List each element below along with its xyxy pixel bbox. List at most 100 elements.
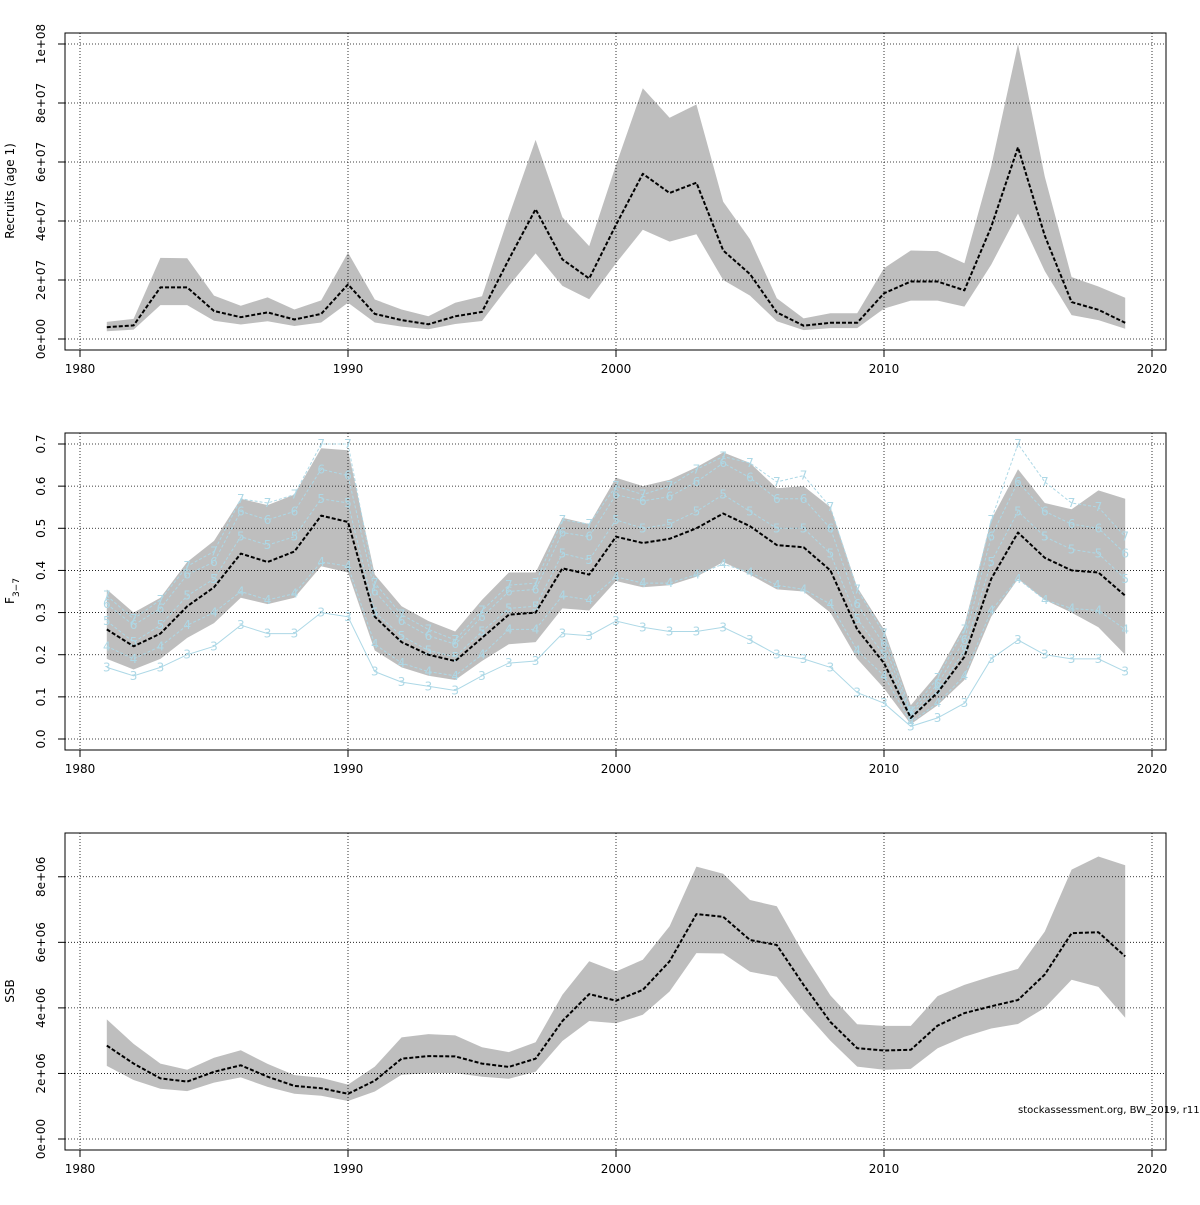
age-4-point-label: 4 <box>693 568 701 582</box>
age-6-point-label: 6 <box>237 504 245 518</box>
age-3-point-label: 3 <box>934 711 942 725</box>
age-6-point-label: 6 <box>880 637 888 651</box>
age-4-point-label: 4 <box>934 696 942 710</box>
age-6-point-label: 6 <box>291 504 299 518</box>
age-3-point-label: 3 <box>559 627 567 641</box>
age-5-point-label: 5 <box>719 488 727 502</box>
age-5-point-label: 5 <box>853 612 861 626</box>
age-7-point-label: 7 <box>853 582 861 596</box>
age-4-point-label: 4 <box>666 576 674 590</box>
y-tick-label: 0.5 <box>34 519 48 538</box>
age-4-point-label: 4 <box>1095 603 1103 617</box>
age-6-point-label: 6 <box>719 456 727 470</box>
age-5-point-label: 5 <box>880 648 888 662</box>
age-6-point-label: 6 <box>853 597 861 611</box>
age-3-point-label: 3 <box>398 675 406 689</box>
age-4-point-label: 4 <box>505 622 513 636</box>
age-5-point-label: 5 <box>130 635 138 649</box>
x-tick-label: 1990 <box>333 1162 364 1176</box>
age-5-point-label: 5 <box>103 614 111 628</box>
age-5-point-label: 5 <box>746 504 754 518</box>
age-3-point-label: 3 <box>157 660 165 674</box>
age-3-point-label: 3 <box>103 660 111 674</box>
age-5-point-label: 5 <box>451 650 459 664</box>
age-4-point-label: 4 <box>853 644 861 658</box>
y-tick-label: 0e+00 <box>34 319 48 359</box>
age-7-point-label: 7 <box>130 612 138 626</box>
y-tick-label: 2e+07 <box>34 260 48 300</box>
age-4-point-label: 4 <box>237 585 245 599</box>
x-tick-label: 1990 <box>333 762 364 776</box>
age-6-point-label: 6 <box>585 530 593 544</box>
age-4-point-label: 4 <box>746 566 754 580</box>
age-6-point-label: 6 <box>505 585 513 599</box>
age-4-point-label: 4 <box>773 578 781 592</box>
age-6-point-label: 6 <box>612 488 620 502</box>
age-7-point-label: 7 <box>103 589 111 603</box>
age-7-point-label: 7 <box>612 479 620 493</box>
age-6-point-label: 6 <box>371 585 379 599</box>
age-3-point-label: 3 <box>451 684 459 698</box>
age-5-point-label: 5 <box>317 492 325 506</box>
age-6-point-label: 6 <box>907 707 915 721</box>
age-6-point-label: 6 <box>1041 504 1049 518</box>
x-tick-label: 2010 <box>869 762 900 776</box>
age-3-point-label: 3 <box>264 627 272 641</box>
age-5-point-label: 5 <box>585 553 593 567</box>
age-6-point-label: 6 <box>773 492 781 506</box>
age-5-point-label: 5 <box>666 517 674 531</box>
age-6-point-label: 6 <box>157 601 165 615</box>
x-tick-label: 2010 <box>869 1162 900 1176</box>
age-7-point-label: 7 <box>639 488 647 502</box>
age-7-point-label: 7 <box>666 479 674 493</box>
age-5-point-label: 5 <box>371 606 379 620</box>
age-3-point-label: 3 <box>773 648 781 662</box>
age-5-point-label: 5 <box>961 644 969 658</box>
age-6-point-label: 6 <box>693 475 701 489</box>
age-4-point-label: 4 <box>344 559 352 573</box>
age-4-point-label: 4 <box>907 715 915 729</box>
age-5-point-label: 5 <box>1121 572 1129 586</box>
y-tick-label: 0e+00 <box>34 1119 48 1159</box>
age-4-point-label: 4 <box>612 570 620 584</box>
age-5-point-label: 5 <box>237 530 245 544</box>
age-3-point-label: 3 <box>505 656 513 670</box>
age-4-point-label: 4 <box>317 555 325 569</box>
recruits-panel: 1980 1990 2000 2010 2020 0e+00 2e+07 4e+07 6e+07… <box>3 24 1167 376</box>
age-3-point-label: 3 <box>719 620 727 634</box>
age-5-point-label: 5 <box>291 530 299 544</box>
age-3-point-label: 3 <box>907 719 915 733</box>
x-tick-label: 2020 <box>1137 762 1168 776</box>
age-4-point-label: 4 <box>719 557 727 571</box>
age-3-point-label: 3 <box>1068 652 1076 666</box>
age-4-point-label: 4 <box>371 637 379 651</box>
age-5-point-label: 5 <box>1095 547 1103 561</box>
age-5-point-label: 5 <box>210 572 218 586</box>
age-4-point-label: 4 <box>987 603 995 617</box>
age-6-point-label: 6 <box>987 530 995 544</box>
age-3-point-label: 3 <box>1041 648 1049 662</box>
age-6-point-label: 6 <box>264 513 272 527</box>
age-3-point-label: 3 <box>478 669 486 683</box>
age-7-point-label: 7 <box>934 671 942 685</box>
age-6-point-label: 6 <box>425 629 433 643</box>
age-3-point-label: 3 <box>317 606 325 620</box>
age-3-point-label: 3 <box>639 620 647 634</box>
age-6-point-label: 6 <box>532 582 540 596</box>
age-6-point-label: 6 <box>1068 517 1076 531</box>
age-5-point-label: 5 <box>1041 530 1049 544</box>
age-7-point-label: 7 <box>478 603 486 617</box>
age-6-point-label: 6 <box>398 614 406 628</box>
age-7-point-label: 7 <box>451 633 459 647</box>
age-6-point-label: 6 <box>451 637 459 651</box>
age-4-point-label: 4 <box>1121 622 1129 636</box>
age-3-point-label: 3 <box>693 625 701 639</box>
age-4-point-label: 4 <box>961 669 969 683</box>
age-7-point-label: 7 <box>371 576 379 590</box>
age-5-point-label: 5 <box>639 521 647 535</box>
age-7-point-label: 7 <box>1121 530 1129 544</box>
age-5-point-label: 5 <box>907 709 915 723</box>
age-7-point-label: 7 <box>291 488 299 502</box>
age-5-point-label: 5 <box>559 547 567 561</box>
